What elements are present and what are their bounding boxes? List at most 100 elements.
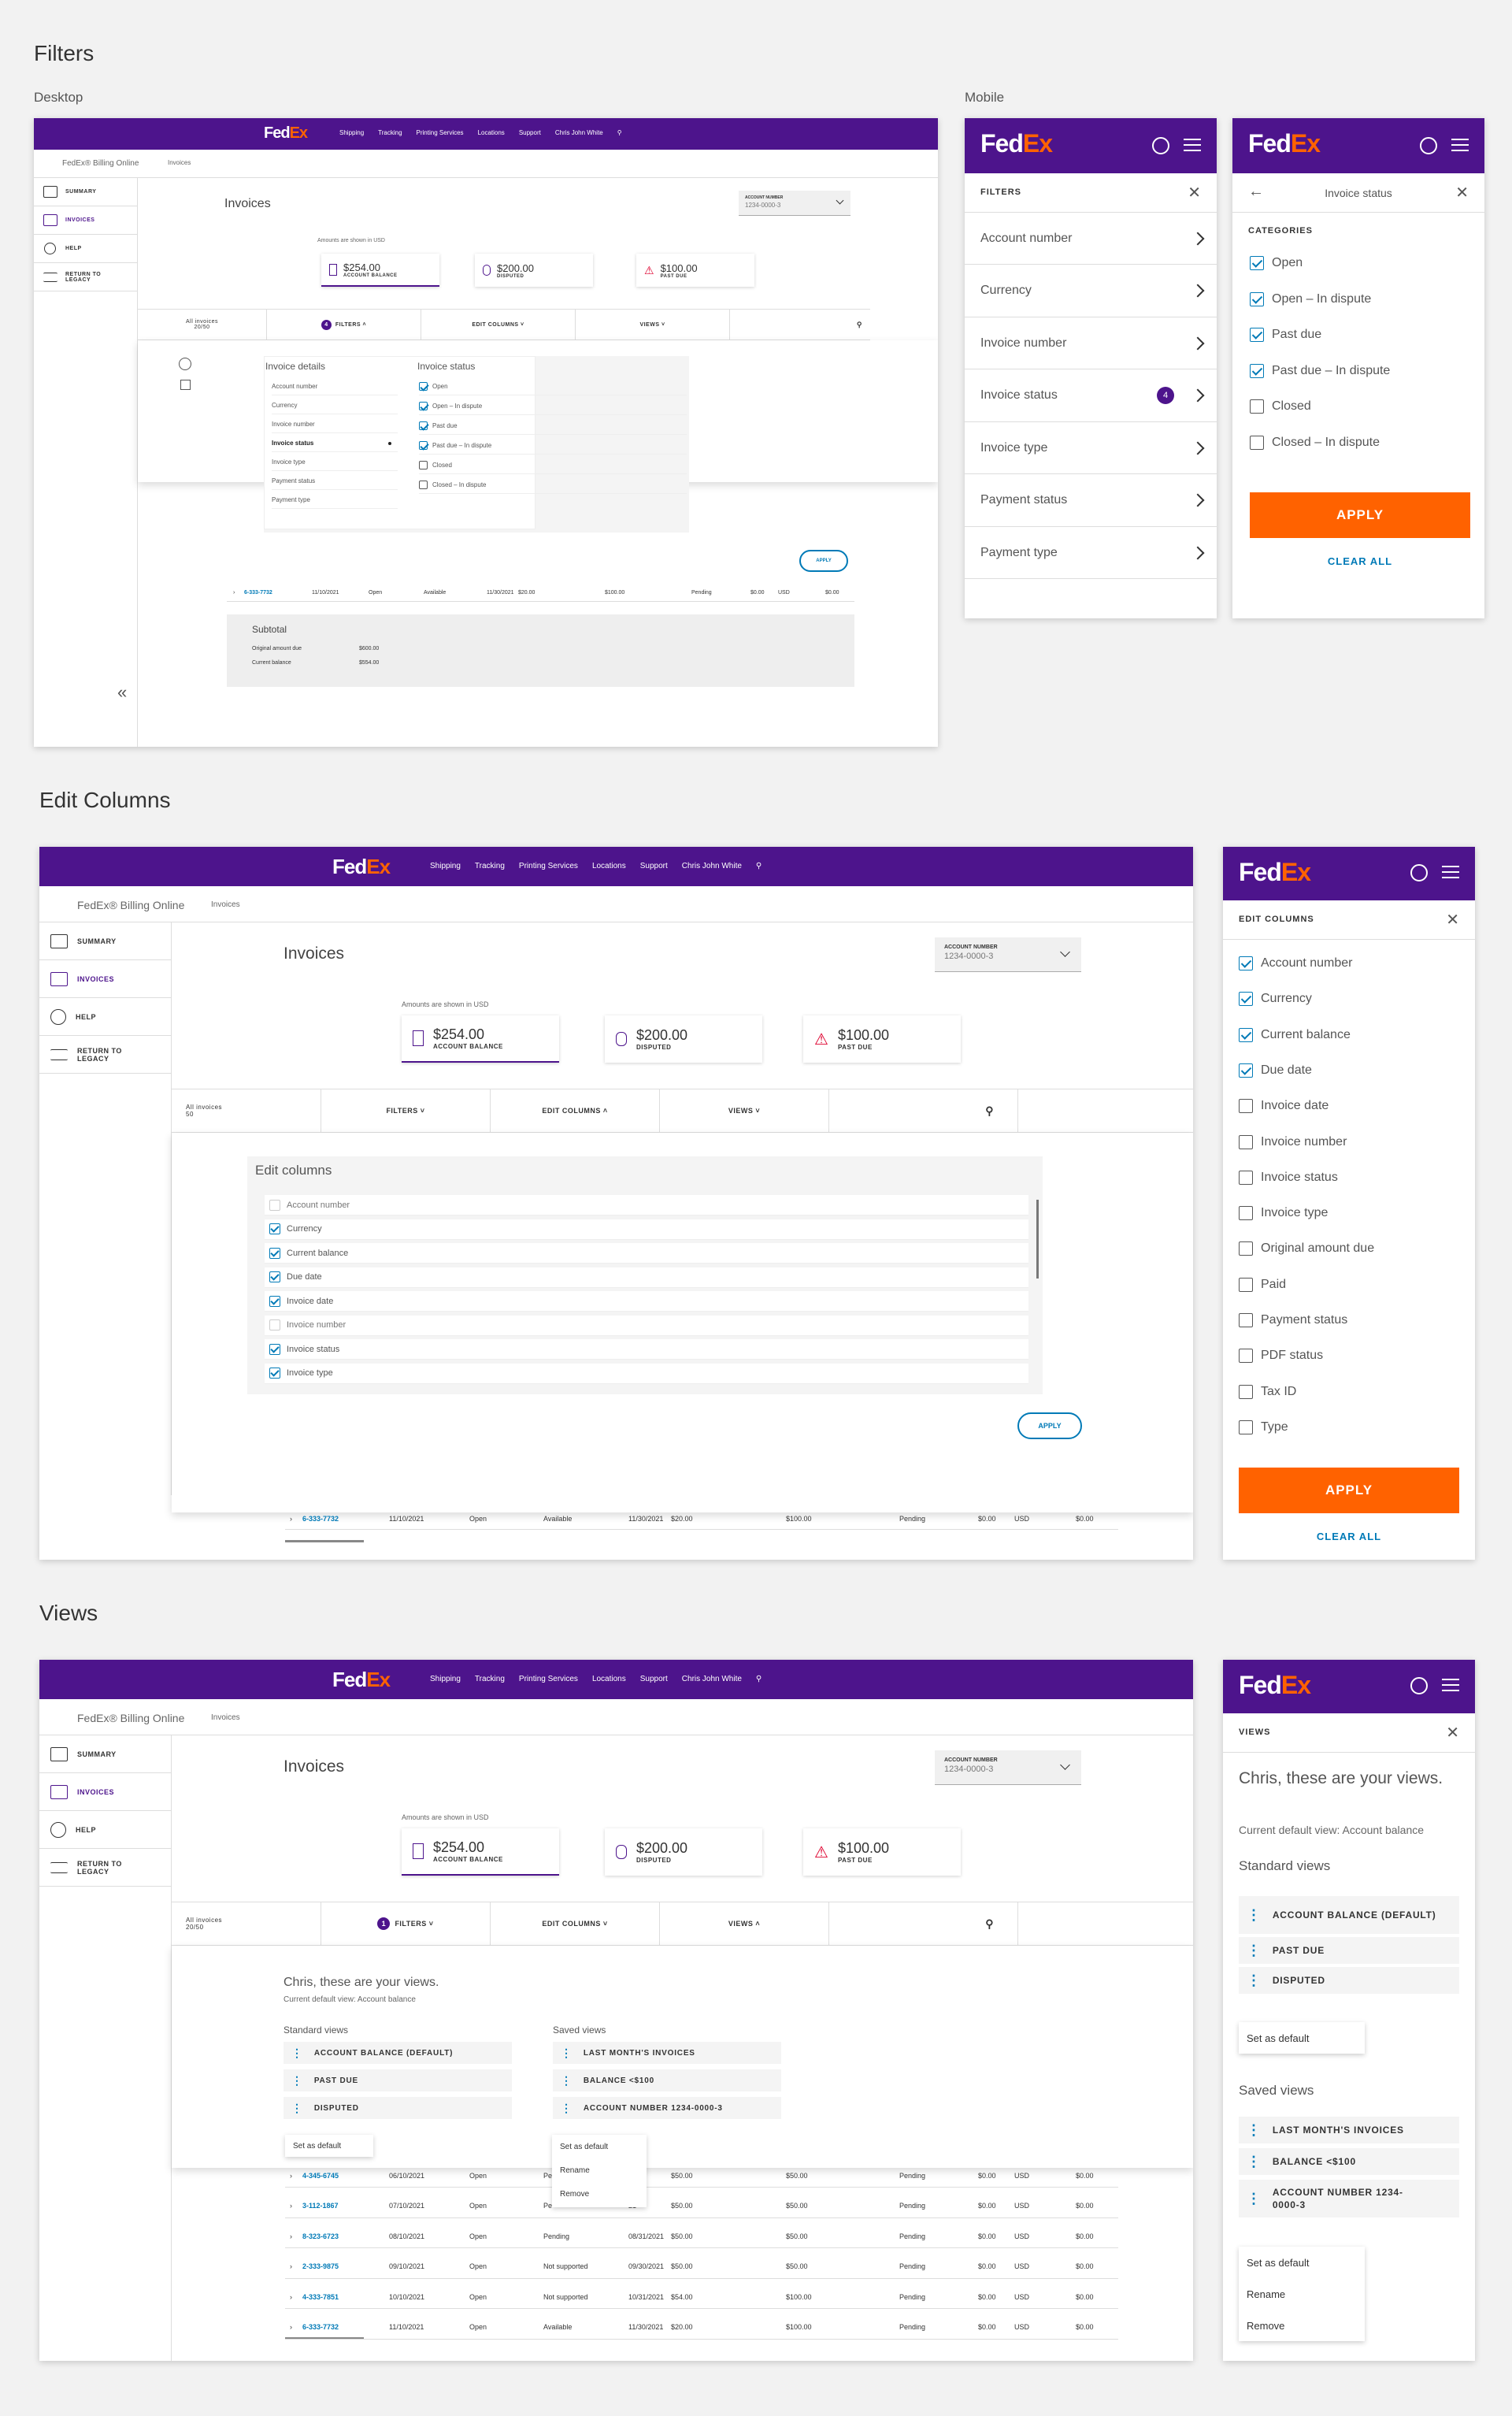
rename-menu-item[interactable]: Rename xyxy=(1247,2288,1286,2300)
checkbox[interactable] xyxy=(1239,1349,1253,1364)
close-icon[interactable]: ✕ xyxy=(1455,184,1469,202)
checkbox[interactable] xyxy=(1239,1027,1253,1042)
nav-printing[interactable]: Printing Services xyxy=(518,1675,578,1683)
checkbox[interactable] xyxy=(269,1247,280,1259)
more-vertical-icon[interactable]: ⋮ xyxy=(561,2046,573,2059)
checkbox[interactable] xyxy=(419,461,428,469)
checkbox[interactable] xyxy=(1239,1134,1253,1149)
tab-edit-columns[interactable]: EDIT COLUMNS ˅ xyxy=(421,310,576,340)
table-row[interactable]: › 6-333-7732 11/10/2021 Open Available 1… xyxy=(285,1508,1118,1530)
column-option[interactable]: Current balance xyxy=(265,1243,1028,1264)
checkbox[interactable] xyxy=(419,441,428,450)
invoice-link[interactable]: 2-333-9875 xyxy=(302,2262,339,2270)
sidebar-item-help[interactable]: HELP xyxy=(39,1811,171,1849)
back-arrow-icon[interactable]: ← xyxy=(1248,183,1264,200)
fedex-logo[interactable]: FedEx xyxy=(332,855,391,878)
saved-view-item[interactable]: ⋮ ACCOUNT NUMBER 1234-0000-3 xyxy=(553,2097,781,2119)
hamburger-icon[interactable] xyxy=(1442,866,1459,878)
more-vertical-icon[interactable]: ⋮ xyxy=(291,2046,303,2059)
expand-icon[interactable]: › xyxy=(290,1514,292,1523)
user-name[interactable]: Chris John White xyxy=(681,1675,742,1683)
column-option[interactable]: Account number xyxy=(1239,954,1353,973)
breadcrumb-app[interactable]: FedEx® Billing Online xyxy=(77,899,185,911)
checkbox[interactable] xyxy=(1239,1099,1253,1114)
sidebar-item-help[interactable]: HELP xyxy=(34,235,137,263)
tab-views[interactable]: VIEWS ˅ xyxy=(576,310,730,340)
column-option[interactable]: Account number xyxy=(265,1195,1028,1215)
more-vertical-icon[interactable]: ⋮ xyxy=(1247,1907,1262,1923)
more-vertical-icon[interactable]: ⋮ xyxy=(291,2073,303,2087)
checkbox[interactable] xyxy=(1239,992,1253,1007)
standard-view-item[interactable]: ⋮ PAST DUE xyxy=(284,2069,512,2091)
scrollbar[interactable] xyxy=(1036,1200,1039,1279)
expand-icon[interactable]: › xyxy=(290,2262,292,2270)
standard-view-item[interactable]: ⋮ DISPUTED xyxy=(1239,1967,1459,1994)
tab-edit-columns[interactable]: EDIT COLUMNS ˄ xyxy=(491,1089,660,1132)
nav-tracking[interactable]: Tracking xyxy=(474,1675,505,1683)
checkbox[interactable] xyxy=(419,382,428,391)
checkbox[interactable] xyxy=(419,402,428,410)
checkbox[interactable] xyxy=(269,1223,280,1234)
fedex-logo[interactable]: FedEx xyxy=(264,124,308,142)
breadcrumb-app[interactable]: FedEx® Billing Online xyxy=(77,1712,185,1724)
checkbox[interactable] xyxy=(1239,956,1253,970)
nav-locations[interactable]: Locations xyxy=(477,129,505,136)
nav-locations[interactable]: Locations xyxy=(591,862,626,870)
user-icon[interactable] xyxy=(1420,137,1437,154)
fedex-logo[interactable]: FedEx xyxy=(1239,1671,1311,1699)
user-icon[interactable] xyxy=(1410,864,1428,881)
table-row[interactable]: › 6-333-7732 11/10/2021 Open Available 1… xyxy=(285,2316,1118,2340)
card-disputed[interactable]: $200.00 DISPUTED xyxy=(605,1015,762,1063)
invoice-link[interactable]: 4-345-6745 xyxy=(302,2171,339,2180)
status-option[interactable]: Open – In dispute xyxy=(419,398,687,415)
column-option[interactable]: Due date xyxy=(1239,1061,1312,1080)
remove-menu-item[interactable]: Remove xyxy=(1247,2319,1285,2332)
set-default-menu-item[interactable]: Set as default xyxy=(293,2141,342,2151)
sidebar-item-summary[interactable]: SUMMARY xyxy=(34,178,137,206)
card-past-due[interactable]: ⚠ $100.00 PAST DUE xyxy=(803,1828,961,1876)
search-icon[interactable]: ⚲ xyxy=(755,1675,762,1683)
tab-filters[interactable]: 1 FILTERS ˅ xyxy=(321,1902,491,1945)
nav-shipping[interactable]: Shipping xyxy=(339,129,365,136)
status-option[interactable]: Open xyxy=(419,378,687,395)
user-icon[interactable] xyxy=(1152,137,1169,154)
more-vertical-icon[interactable]: ⋮ xyxy=(561,2101,573,2114)
card-account-balance[interactable]: $254.00 ACCOUNT BALANCE xyxy=(402,1828,559,1876)
apply-filters-button[interactable]: APPLY xyxy=(799,550,848,572)
sidebar-item-summary[interactable]: SUMMARY xyxy=(39,922,171,960)
standard-view-item[interactable]: ⋮ DISPUTED xyxy=(284,2097,512,2119)
sidebar-item-legacy[interactable]: RETURN TO LEGACY xyxy=(39,1036,171,1074)
status-option[interactable]: Past due xyxy=(1250,325,1321,344)
checkbox[interactable] xyxy=(419,481,428,489)
column-option[interactable]: Tax ID xyxy=(1239,1382,1296,1401)
table-row[interactable]: › 6-333-7732 11/10/2021 Open Available 1… xyxy=(227,585,854,602)
filter-category-item[interactable]: Invoice status xyxy=(272,435,398,452)
apply-button[interactable]: APPLY xyxy=(1239,1468,1459,1513)
column-option[interactable]: Invoice status xyxy=(1239,1168,1338,1187)
saved-view-item[interactable]: ⋮ BALANCE <$100 xyxy=(1239,2148,1459,2175)
tab-edit-columns[interactable]: EDIT COLUMNS ˅ xyxy=(491,1902,660,1945)
user-name[interactable]: Chris John White xyxy=(554,129,603,136)
sidebar-item-legacy[interactable]: RETURN TO LEGACY xyxy=(39,1849,171,1887)
user-name[interactable]: Chris John White xyxy=(681,862,742,870)
tab-filters[interactable]: FILTERS ˅ xyxy=(321,1089,491,1132)
saved-view-item[interactable]: ⋮ ACCOUNT NUMBER 1234-0000-3 xyxy=(1239,2180,1459,2217)
column-option[interactable]: Invoice type xyxy=(265,1363,1028,1384)
standard-view-item[interactable]: ⋮ PAST DUE xyxy=(1239,1937,1459,1964)
mobile-filter-item[interactable]: Invoice type xyxy=(965,422,1217,474)
expand-icon[interactable]: › xyxy=(233,590,235,596)
table-row[interactable]: › 4-345-6745 06/10/2021 Open Pe 21 $50.0… xyxy=(285,2164,1118,2188)
invoice-link[interactable]: 6-333-7732 xyxy=(244,590,272,596)
expand-icon[interactable]: › xyxy=(290,2292,292,2301)
tab-views[interactable]: VIEWS ˅ xyxy=(660,1089,829,1132)
column-option[interactable]: Currency xyxy=(1239,989,1312,1008)
table-search-icon[interactable]: ⚲ xyxy=(829,1902,1018,1945)
column-option[interactable]: Due date xyxy=(265,1267,1028,1288)
nav-printing[interactable]: Printing Services xyxy=(518,862,578,870)
filter-category-item[interactable]: Payment status xyxy=(272,473,398,490)
expand-icon[interactable]: › xyxy=(290,2232,292,2240)
fedex-logo[interactable]: FedEx xyxy=(980,129,1053,158)
close-icon[interactable]: ✕ xyxy=(1188,184,1201,202)
mobile-filter-item[interactable]: Payment type xyxy=(965,527,1217,579)
nav-support[interactable]: Support xyxy=(639,862,668,870)
